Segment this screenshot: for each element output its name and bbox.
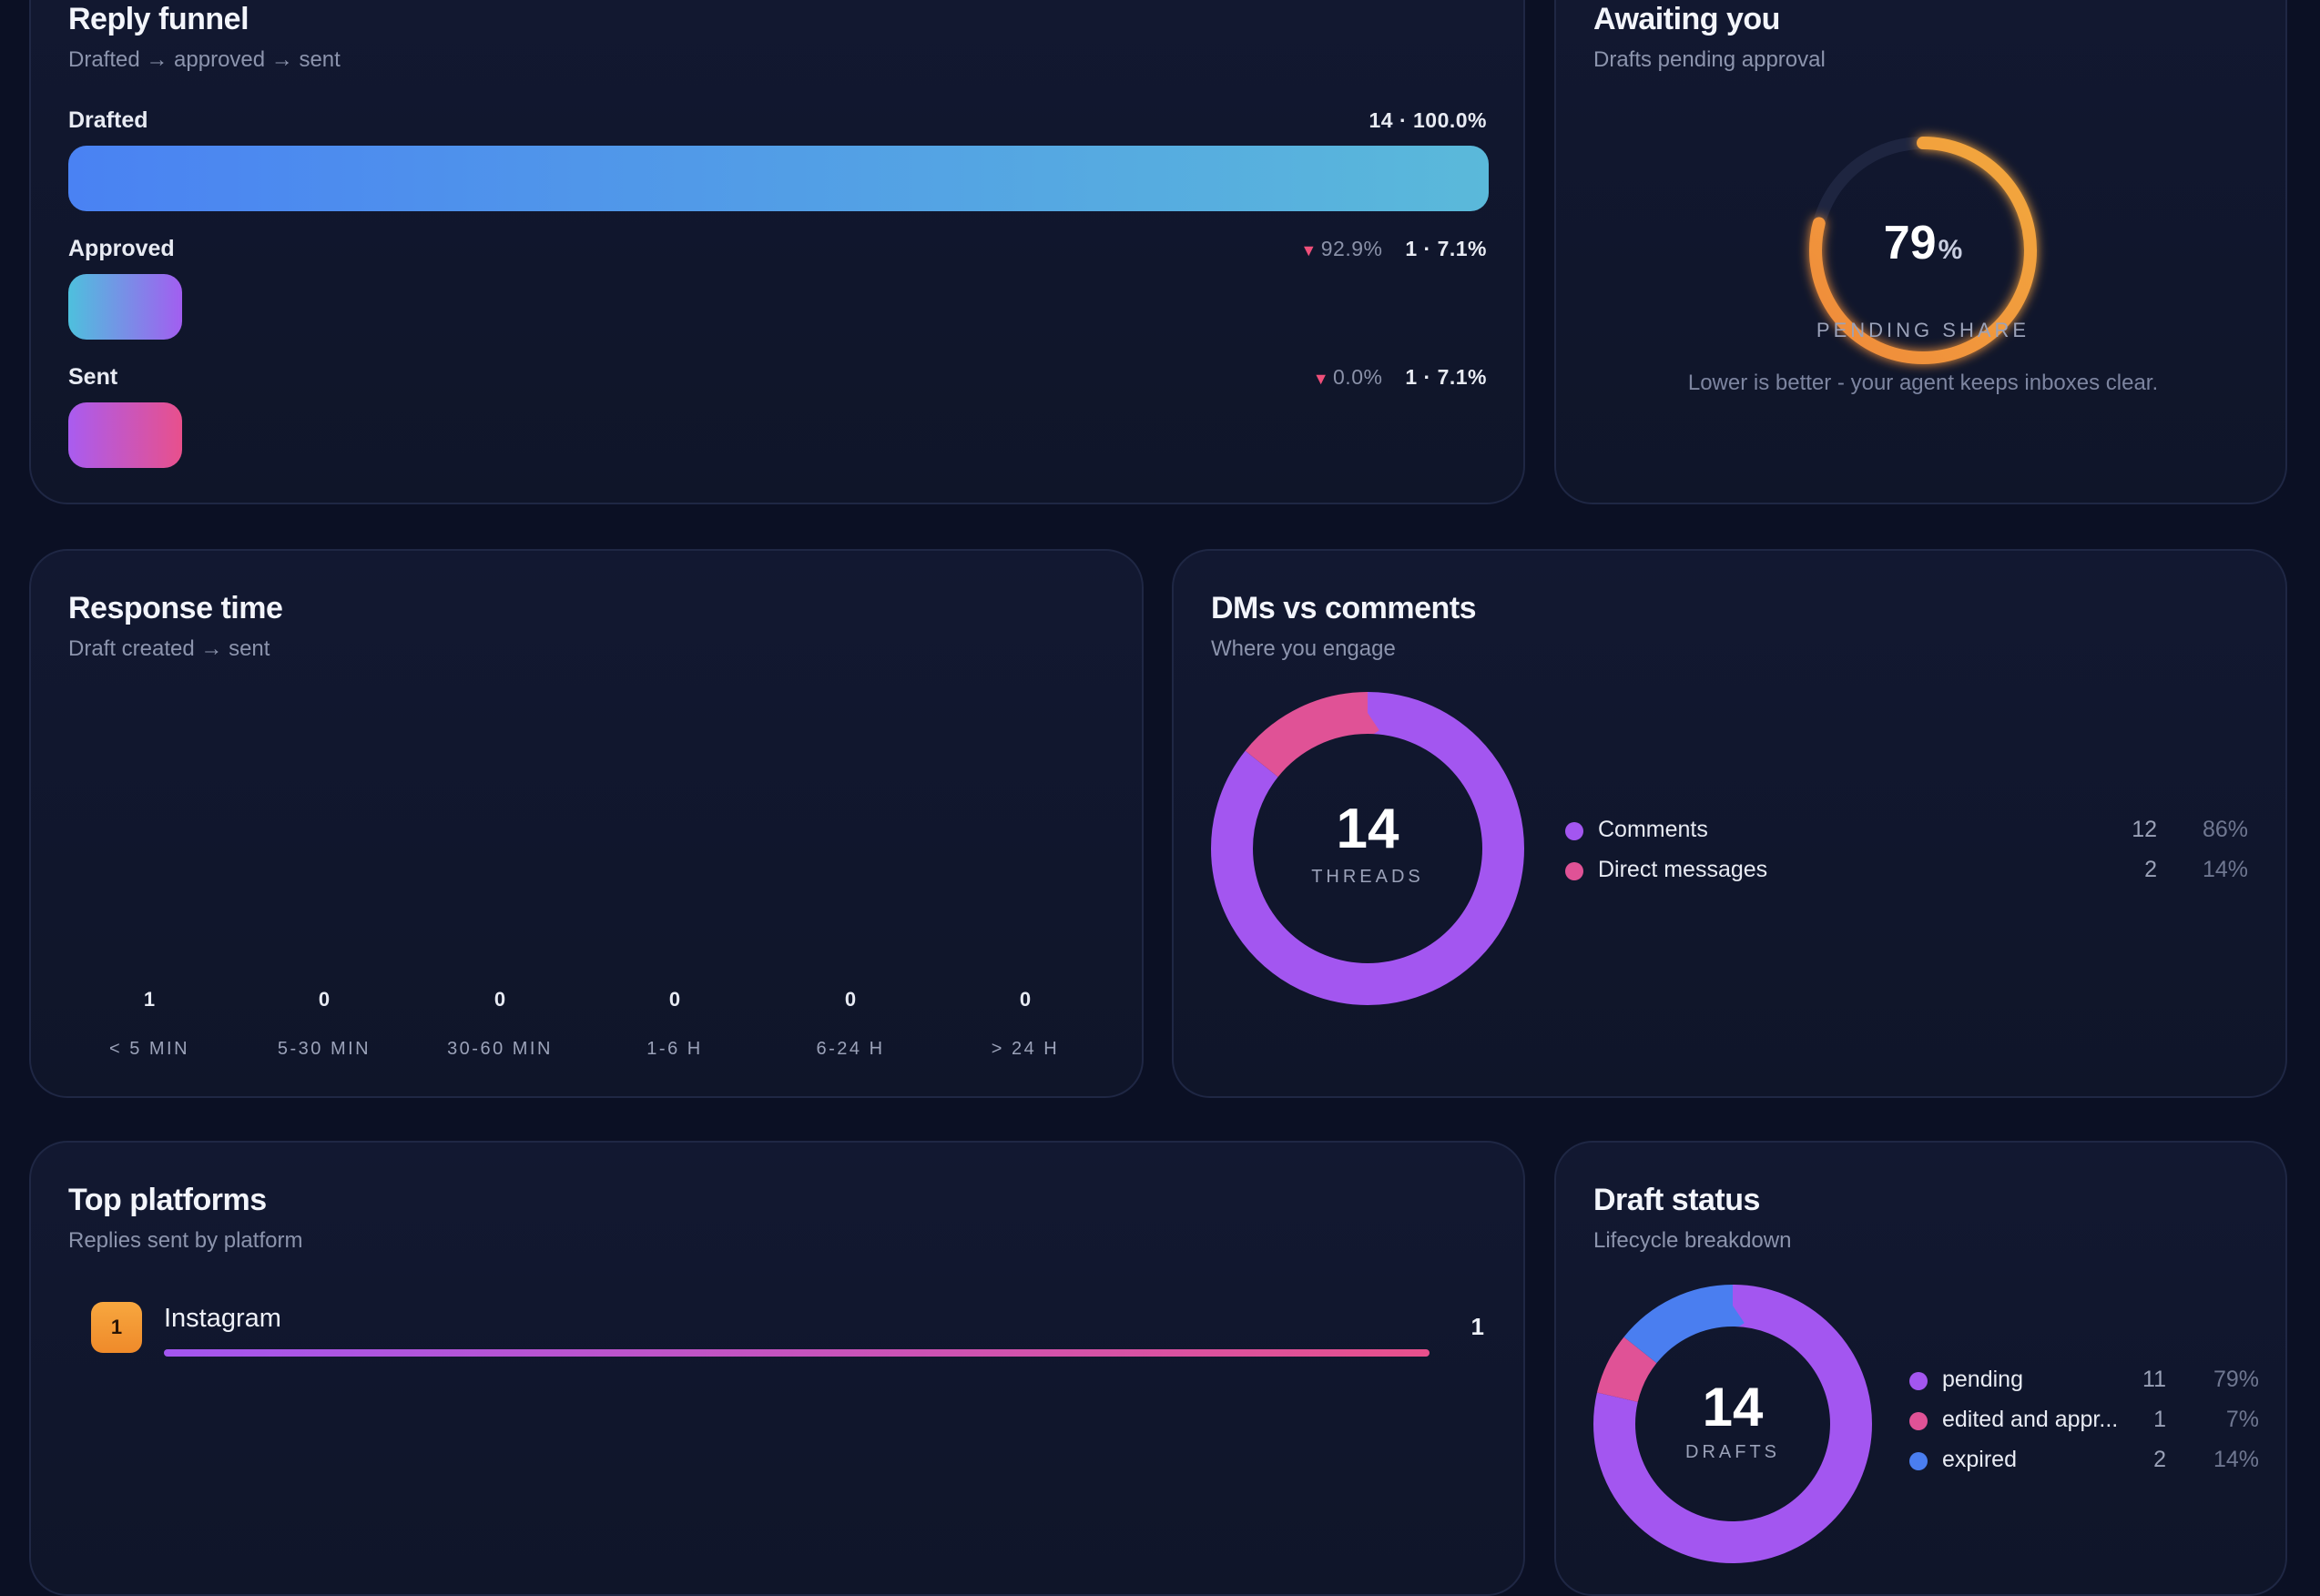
legend-count: 11 (2142, 1367, 2166, 1392)
response-bucket: 1 < 5 MIN (63, 988, 236, 1060)
response-bucket: 0 1-6 H (588, 988, 761, 1060)
funnel-stage-count: 1 · 7.1% (1405, 237, 1487, 260)
funnel-dropoff: ▼ 0.0% (1312, 365, 1383, 389)
platform-bar-fill (164, 1349, 1430, 1357)
top-platforms-card: Top platforms Replies sent by platform 1… (29, 1141, 1525, 1596)
donut-total-label: THREADS (1311, 867, 1424, 887)
threads-donut-chart (1211, 692, 1524, 1005)
legend-count: 2 (2153, 1447, 2166, 1472)
awaiting-you-card: Awaiting you Drafts pending approval 79%… (1554, 0, 2287, 504)
legend-pct: 79% (2213, 1367, 2259, 1392)
legend-item-direct-messages: Direct messages 2 14% (1565, 853, 2248, 889)
donut-slice-2 (1593, 1285, 1872, 1563)
card-subtitle: Lifecycle breakdown (1593, 1228, 1792, 1253)
drop-down-icon: ▼ (1312, 370, 1330, 388)
bucket-label: 1-6 H (646, 1039, 703, 1059)
platform-count: 1 (1470, 1313, 1484, 1340)
response-bucket: 0 30-60 MIN (413, 988, 586, 1060)
platform-name: Instagram (164, 1304, 281, 1333)
legend-pct: 14% (2213, 1447, 2259, 1472)
funnel-stage-label: Approved (68, 236, 175, 261)
card-subtitle: Drafted → approved → sent (68, 47, 341, 72)
bucket-label: 6-24 H (816, 1039, 885, 1059)
funnel-stage-count: 14 · 100.0% (1369, 108, 1487, 132)
card-subtitle: Where you engage (1211, 636, 1396, 661)
platform-bar-track (164, 1349, 1430, 1357)
response-bucket: 0 5-30 MIN (238, 988, 411, 1060)
legend-name: pending (1942, 1367, 2023, 1392)
legend-item-pending: pending 11 79% (1909, 1363, 2264, 1399)
response-bucket: 0 > 24 H (939, 988, 1112, 1060)
legend-dot (1909, 1452, 1928, 1470)
pending-share-gauge (1809, 137, 2037, 364)
legend-item-expired: expired 2 14% (1909, 1443, 2264, 1479)
card-subtitle: Drafts pending approval (1593, 47, 1826, 72)
platform-row-instagram: 1 Instagram 1 (91, 1302, 1493, 1357)
legend-pct: 86% (2202, 817, 2248, 842)
legend-name: Direct messages (1598, 857, 1768, 882)
gauge-note: Lower is better - your agent keeps inbox… (1687, 371, 2159, 395)
legend-item-comments: Comments 12 86% (1565, 813, 2248, 849)
donut-total-value: 14 (1702, 1377, 1764, 1438)
bucket-label: 5-30 MIN (277, 1039, 371, 1059)
dms-vs-comments-card: DMs vs comments Where you engage 14 THRE… (1172, 549, 2287, 1098)
legend-pct: 14% (2202, 857, 2248, 882)
legend-dot (1565, 862, 1583, 880)
platform-rank-badge: 1 (91, 1302, 142, 1353)
card-subtitle: Replies sent by platform (68, 1228, 303, 1253)
legend-dot (1909, 1412, 1928, 1430)
gauge-label: PENDING SHARE (1816, 319, 2030, 341)
card-title: DMs vs comments (1211, 591, 1477, 625)
legend-pct: 7% (2225, 1407, 2259, 1432)
response-bucket: 0 6-24 H (764, 988, 937, 1060)
legend-dot (1909, 1372, 1928, 1390)
bucket-label: < 5 MIN (108, 1039, 190, 1059)
card-title: Top platforms (68, 1183, 267, 1217)
response-time-card: Response time Draft created → sent 1 < 5… (29, 549, 1144, 1098)
gauge-arc (1809, 137, 2037, 364)
funnel-bar-sent (68, 402, 182, 468)
card-title: Draft status (1593, 1183, 1760, 1217)
donut-slice-1 (1211, 692, 1524, 1005)
reply-funnel-card: Reply funnel Drafted → approved → sent D… (29, 0, 1525, 504)
bucket-value: 0 (494, 988, 506, 1011)
funnel-stage-label: Sent (68, 364, 118, 390)
legend-name: Comments (1598, 817, 1708, 842)
funnel-bar-drafted (68, 146, 1489, 211)
bucket-value: 0 (1019, 988, 1032, 1011)
legend-count: 1 (2153, 1407, 2166, 1432)
card-title: Response time (68, 591, 283, 625)
bucket-label: 30-60 MIN (447, 1039, 553, 1059)
draft-status-card: Draft status Lifecycle breakdown 14 DRAF… (1554, 1141, 2287, 1596)
funnel-stage-label: Drafted (68, 107, 148, 133)
funnel-dropoff: ▼ 92.9% (1300, 237, 1383, 260)
donut-total-label: DRAFTS (1685, 1442, 1780, 1462)
bucket-value: 0 (668, 988, 681, 1011)
funnel-stage-stat: ▼ 92.9% 1 · 7.1% (1300, 237, 1487, 261)
bucket-value: 0 (844, 988, 857, 1011)
legend-count: 2 (2144, 857, 2157, 882)
card-title: Awaiting you (1593, 2, 1780, 36)
legend-name: edited and appr... (1942, 1407, 2119, 1432)
gauge-value: 79% (1883, 217, 1963, 269)
legend-item-edited-and-approved: edited and appr... 1 7% (1909, 1403, 2264, 1439)
bucket-label: > 24 H (991, 1039, 1060, 1059)
bucket-value: 1 (143, 988, 156, 1011)
legend-count: 12 (2132, 817, 2157, 842)
legend-name: expired (1942, 1447, 2017, 1472)
card-subtitle: Draft created → sent (68, 636, 270, 661)
funnel-stage-count: 1 · 7.1% (1405, 365, 1487, 389)
funnel-bar-approved (68, 274, 182, 340)
funnel-stage-stat: 14 · 100.0% (1369, 108, 1487, 133)
donut-total: 14 DRAFTS (1593, 1376, 1872, 1463)
donut-total: 14 THREADS (1211, 797, 1524, 888)
legend-dot (1565, 822, 1583, 840)
drop-down-icon: ▼ (1300, 241, 1318, 259)
donut-total-value: 14 (1336, 798, 1399, 860)
funnel-stage-stat: ▼ 0.0% 1 · 7.1% (1313, 365, 1487, 390)
bucket-value: 0 (318, 988, 331, 1011)
card-title: Reply funnel (68, 2, 249, 36)
